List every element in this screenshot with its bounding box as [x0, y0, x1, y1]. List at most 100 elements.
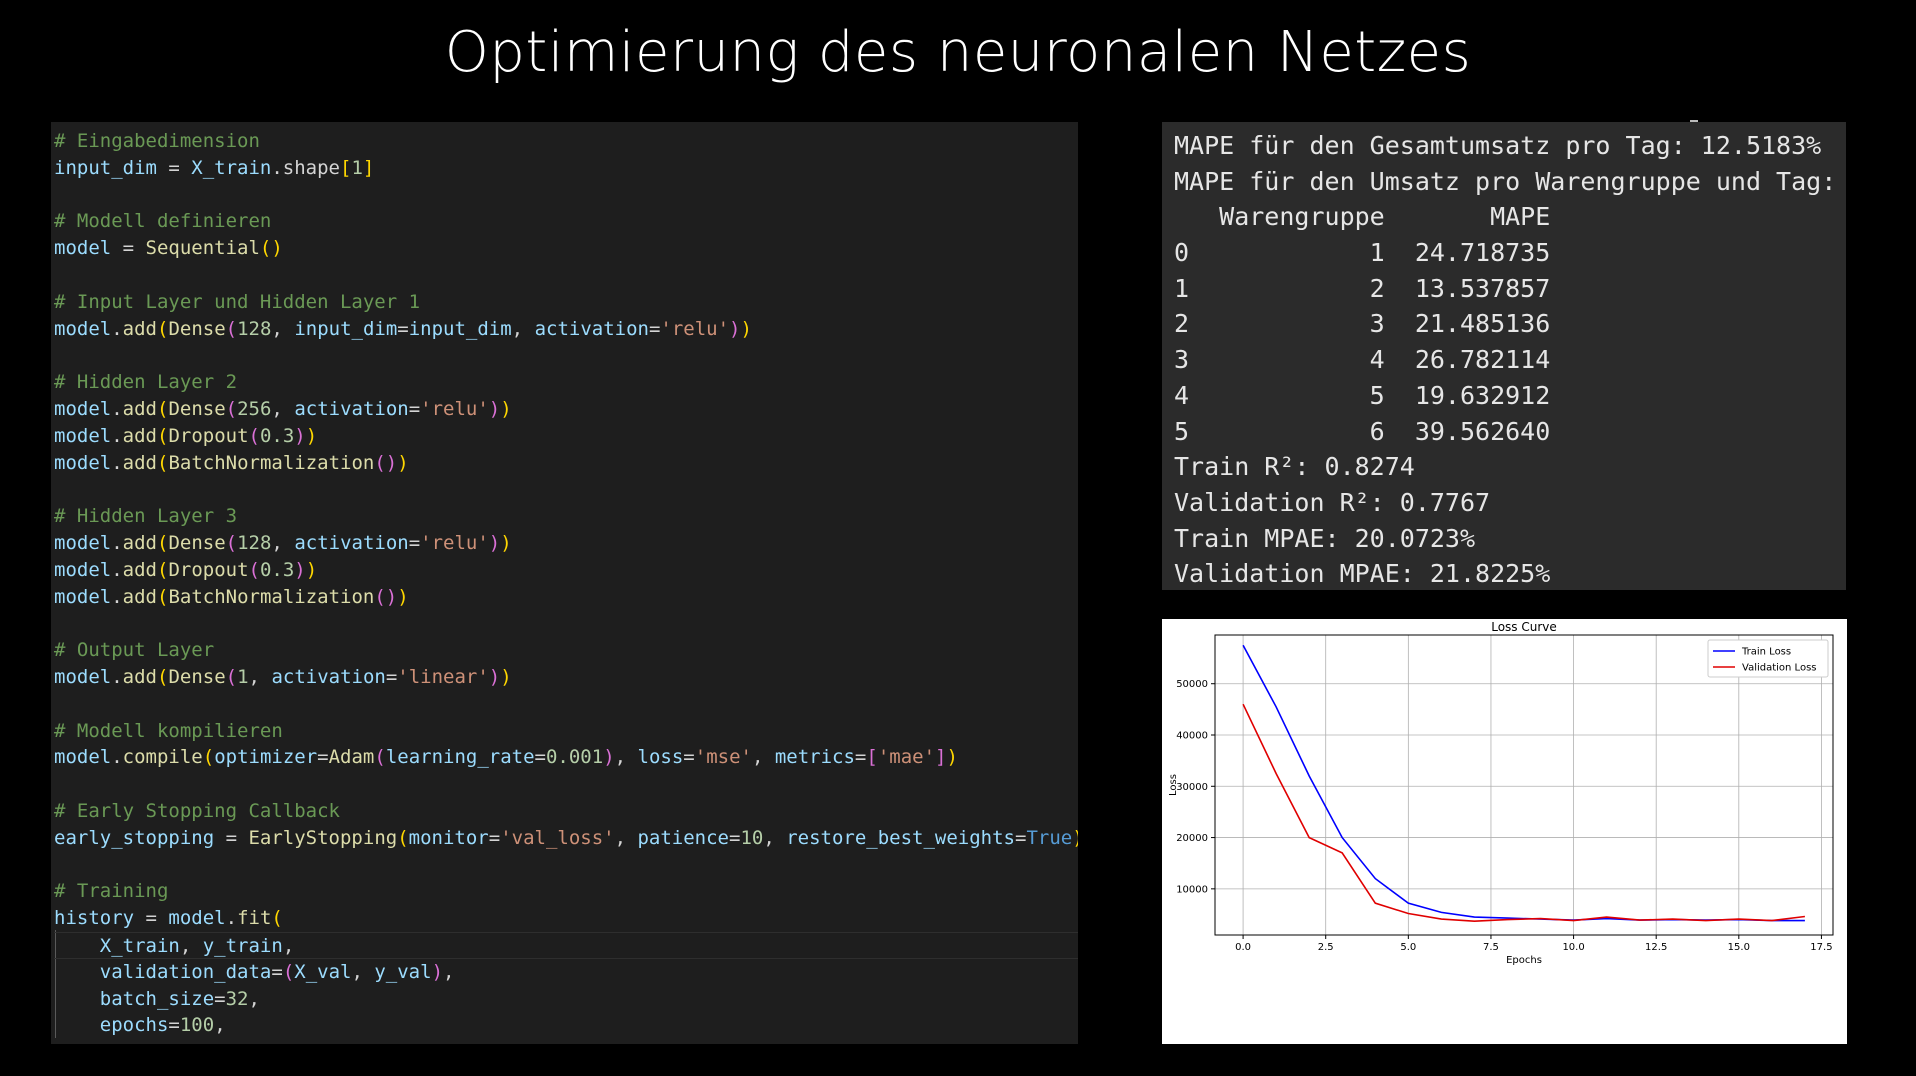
- code-token: .: [111, 317, 123, 340]
- code-token: # Hidden Layer 3: [54, 505, 238, 528]
- code-line[interactable]: model.add(BatchNormalization()): [54, 450, 1078, 477]
- code-line[interactable]: # Eingabedimension: [54, 128, 1078, 155]
- code-token: monitor: [408, 826, 489, 849]
- code-token: 128: [237, 531, 272, 554]
- code-token: =: [168, 1014, 180, 1037]
- code-line[interactable]: # Training: [54, 878, 1078, 905]
- code-token: X_train: [191, 156, 272, 179]
- code-token: learning_rate: [385, 746, 535, 769]
- code-token: model: [54, 585, 112, 608]
- code-token: BatchNormalization: [168, 451, 375, 474]
- code-token: ): [1072, 827, 1078, 849]
- code-token: [54, 935, 100, 957]
- code-token: ): [305, 424, 318, 447]
- code-token: patience: [637, 826, 729, 849]
- code-line[interactable]: batch_size=32,: [54, 986, 1078, 1013]
- code-line[interactable]: input_dim = X_train.shape[1]: [54, 155, 1078, 182]
- code-token: Dense: [168, 317, 226, 340]
- code-line[interactable]: # Output Layer: [54, 637, 1078, 664]
- code-line[interactable]: [54, 262, 1078, 289]
- code-token: early_stopping: [54, 826, 215, 849]
- code-line[interactable]: [54, 852, 1078, 879]
- code-token: ): [488, 665, 501, 688]
- code-token: # Early Stopping Callback: [54, 799, 340, 822]
- code-line[interactable]: model.compile(optimizer=Adam(learning_ra…: [54, 744, 1078, 771]
- code-token: (: [156, 451, 169, 474]
- y-tick-label: 20000: [1176, 833, 1208, 844]
- code-token: ,: [271, 531, 295, 554]
- code-line[interactable]: # Hidden Layer 3: [54, 503, 1078, 530]
- code-token: input_dim: [294, 317, 398, 340]
- truncated-text-fragment: [1690, 120, 1698, 123]
- code-line[interactable]: [54, 691, 1078, 718]
- code-token: ): [603, 746, 615, 769]
- code-token: metrics: [774, 746, 855, 769]
- code-token: X_val: [294, 960, 352, 983]
- code-line[interactable]: model.add(BatchNormalization()): [54, 584, 1078, 611]
- plot-frame: [1214, 634, 1834, 936]
- code-token: model: [54, 397, 112, 420]
- code-token: (: [397, 826, 409, 849]
- code-token: .: [111, 558, 123, 581]
- code-line[interactable]: # Modell definieren: [54, 208, 1078, 235]
- code-token: (): [259, 237, 283, 260]
- code-token: add: [122, 585, 157, 608]
- code-editor[interactable]: # Eingabedimension input_dim = X_train.sh…: [51, 122, 1078, 1044]
- code-line[interactable]: model.add(Dense(256, activation='relu')): [54, 396, 1078, 423]
- code-line[interactable]: validation_data=(X_val, y_val),: [54, 959, 1078, 986]
- output-line: Validation R²: 0.7767: [1174, 487, 1491, 517]
- code-token: (: [156, 424, 169, 447]
- code-token: (: [156, 585, 169, 608]
- x-tick-label: 17.5: [1810, 942, 1832, 953]
- x-tick-label: 0.0: [1235, 942, 1251, 953]
- code-line[interactable]: # Early Stopping Callback: [54, 798, 1078, 825]
- code-token: model: [54, 451, 112, 474]
- x-tick-label: 2.5: [1318, 942, 1334, 953]
- code-line[interactable]: [54, 342, 1078, 369]
- code-line[interactable]: [54, 476, 1078, 503]
- code-line[interactable]: model.add(Dropout(0.3)): [54, 557, 1078, 584]
- code-line[interactable]: [54, 610, 1078, 637]
- code-token: activation: [271, 665, 386, 688]
- code-token: ,: [214, 1014, 226, 1037]
- code-line[interactable]: model.add(Dense(1, activation='linear')): [54, 664, 1078, 691]
- code-line[interactable]: # Modell kompilieren: [54, 718, 1078, 745]
- code-token: add: [122, 424, 157, 447]
- code-token: =: [111, 237, 146, 260]
- code-token: .: [111, 424, 123, 447]
- code-token: =: [534, 746, 546, 769]
- code-token: .: [111, 451, 123, 474]
- code-line[interactable]: [54, 771, 1078, 798]
- output-line: Train MPAE: 20.0723%: [1174, 523, 1476, 553]
- output-line: MAPE für den Gesamtumsatz pro Tag: 12.51…: [1174, 131, 1822, 160]
- code-line[interactable]: model.add(Dropout(0.3)): [54, 423, 1078, 450]
- code-token: [54, 961, 100, 983]
- code-token: model: [168, 907, 226, 930]
- code-line[interactable]: [54, 182, 1078, 209]
- indent-guide: [55, 930, 56, 1038]
- code-line[interactable]: # Input Layer und Hidden Layer 1: [54, 289, 1078, 316]
- code-token: ,: [271, 317, 295, 340]
- code-token: validation_data: [99, 960, 272, 983]
- output-line: 4 5 19.632912: [1174, 380, 1551, 410]
- code-token: ]: [935, 746, 947, 769]
- code-line[interactable]: model = Sequential(): [54, 235, 1078, 262]
- code-token: batch_size: [99, 987, 215, 1010]
- code-line[interactable]: model.add(Dense(128, input_dim=input_dim…: [54, 316, 1078, 343]
- x-tick-label: 15.0: [1728, 942, 1750, 953]
- code-token: BatchNormalization: [168, 585, 375, 608]
- code-line[interactable]: model.add(Dense(128, activation='relu')): [54, 530, 1078, 557]
- chart-title: Loss Curve: [1491, 620, 1557, 634]
- code-line[interactable]: history = model.fit(: [54, 905, 1078, 932]
- code-token: add: [122, 531, 157, 554]
- code-token: ,: [351, 960, 375, 983]
- code-token: ,: [282, 934, 295, 957]
- y-axis-label: Loss: [1168, 774, 1179, 796]
- code-line[interactable]: X_train, y_train,: [54, 931, 1078, 959]
- x-tick-label: 5.0: [1400, 942, 1416, 953]
- code-line[interactable]: early_stopping = EarlyStopping(monitor='…: [54, 825, 1078, 852]
- code-line[interactable]: epochs=100,: [54, 1012, 1078, 1039]
- series-line-train: [1242, 644, 1805, 922]
- code-line[interactable]: # Hidden Layer 2: [54, 369, 1078, 396]
- code-token: =: [1015, 826, 1027, 849]
